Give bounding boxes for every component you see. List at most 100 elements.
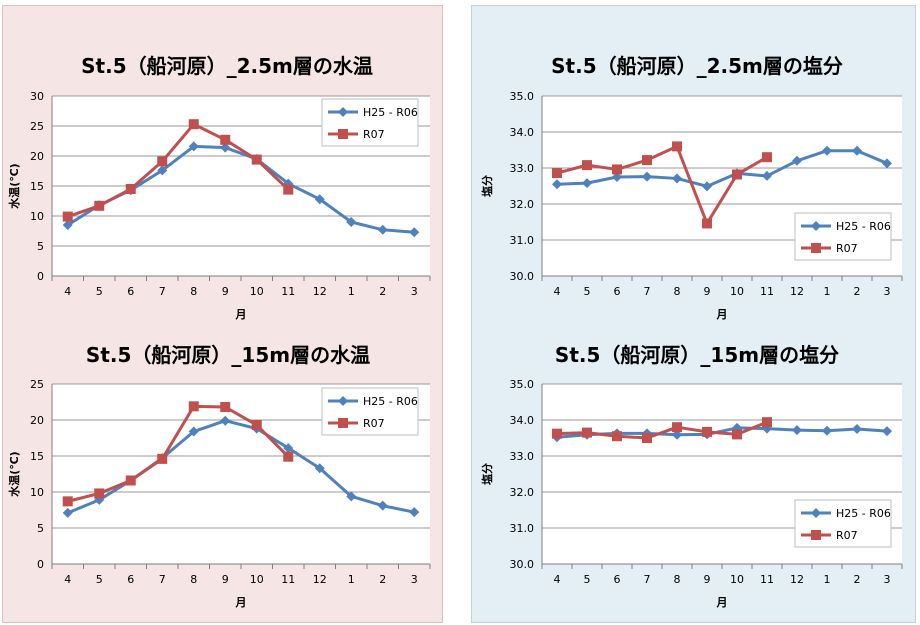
x-tick-label: 10: [730, 285, 744, 298]
y-tick-label: 20: [30, 150, 44, 163]
x-tick-label: 3: [411, 573, 418, 586]
x-axis-label: 月: [716, 596, 728, 609]
x-tick-label: 10: [250, 573, 264, 586]
y-tick-label: 5: [37, 240, 44, 253]
data-point: [125, 475, 136, 486]
y-tick-label: 10: [30, 486, 44, 499]
x-tick-label: 2: [854, 285, 861, 298]
data-point: [702, 181, 712, 192]
series-line: [67, 404, 290, 503]
x-tick-label: 2: [854, 573, 861, 586]
data-point: [582, 427, 592, 438]
data-point: [346, 217, 357, 227]
data-point: [642, 155, 652, 166]
y-tick-label: 34.0: [510, 414, 535, 427]
data-point: [377, 224, 388, 235]
y-tick-label: 0: [37, 270, 44, 283]
legend-marker: [811, 530, 821, 540]
y-tick-label: 25: [30, 378, 44, 391]
legend-marker: [338, 129, 348, 139]
legend-marker: [338, 107, 348, 117]
legend-marker: [811, 508, 821, 518]
x-tick-label: 1: [824, 285, 831, 298]
data-point: [762, 152, 772, 163]
y-tick-label: 0: [37, 558, 44, 571]
x-tick-label: 7: [644, 573, 651, 586]
x-tick-label: 9: [704, 285, 711, 298]
x-tick-label: 3: [411, 285, 418, 298]
data-point: [882, 158, 892, 169]
data-point: [314, 194, 325, 205]
y-tick-label: 25: [30, 120, 44, 133]
x-tick-label: 6: [614, 285, 621, 298]
data-point: [125, 184, 136, 194]
data-point: [582, 160, 592, 171]
x-tick-label: 7: [159, 285, 166, 298]
legend-entry: R07: [836, 529, 858, 542]
data-point: [762, 170, 772, 181]
data-point: [220, 134, 231, 145]
x-tick-label: 12: [313, 573, 327, 586]
x-tick-label: 1: [824, 573, 831, 586]
x-tick-label: 8: [674, 573, 681, 586]
legend-entry: H25 - R06: [836, 220, 891, 233]
chart-title: St.5（船河原）_15m層の水温: [86, 343, 370, 367]
data-point: [314, 463, 325, 474]
data-point: [94, 200, 105, 211]
legend-entry: H25 - R06: [836, 507, 891, 520]
y-tick-label: 30.0: [510, 558, 535, 571]
x-tick-label: 3: [884, 573, 891, 586]
y-tick-label: 31.0: [510, 522, 535, 535]
data-point: [822, 145, 832, 156]
data-point: [251, 154, 262, 165]
x-tick-label: 4: [64, 285, 71, 298]
data-point: [672, 141, 682, 152]
data-point: [157, 156, 168, 167]
y-tick-label: 35.0: [510, 378, 535, 391]
legend-entry: R07: [363, 417, 385, 430]
x-tick-label: 5: [96, 285, 103, 298]
y-tick-label: 30.0: [510, 270, 535, 283]
x-tick-label: 2: [379, 573, 386, 586]
data-point: [762, 417, 772, 428]
chart-title: St.5（船河原）_2.5m層の水温: [81, 54, 373, 78]
data-point: [188, 119, 199, 130]
data-point: [220, 402, 231, 413]
x-axis-label: 月: [716, 308, 728, 321]
data-point: [822, 425, 832, 436]
x-tick-label: 12: [313, 285, 327, 298]
x-tick-label: 12: [790, 285, 804, 298]
x-tick-label: 9: [704, 573, 711, 586]
data-point: [612, 172, 622, 182]
data-point: [882, 426, 892, 437]
data-point: [612, 431, 622, 442]
data-point: [672, 422, 682, 433]
x-tick-label: 11: [760, 573, 774, 586]
x-tick-label: 4: [64, 573, 71, 586]
x-tick-label: 11: [281, 573, 295, 586]
x-tick-label: 5: [96, 573, 103, 586]
x-tick-label: 9: [222, 573, 229, 586]
y-tick-label: 20: [30, 414, 44, 427]
data-point: [377, 500, 388, 511]
chart-title: St.5（船河原）_2.5m層の塩分: [551, 54, 843, 78]
data-point: [792, 155, 802, 166]
y-tick-label: 30: [30, 90, 44, 103]
y-axis-label: 水温(℃): [7, 451, 21, 496]
x-tick-label: 8: [674, 285, 681, 298]
legend-marker: [811, 221, 821, 231]
data-point: [552, 179, 562, 190]
data-point: [612, 164, 622, 175]
data-point: [62, 507, 73, 518]
x-tick-label: 5: [584, 285, 591, 298]
x-axis-label: 月: [235, 308, 247, 321]
data-point: [220, 142, 231, 153]
legend-entry: H25 - R06: [363, 106, 418, 119]
data-point: [283, 451, 294, 462]
data-point: [283, 443, 294, 454]
data-point: [552, 428, 562, 439]
data-point: [188, 141, 199, 152]
series-line: [67, 122, 290, 219]
